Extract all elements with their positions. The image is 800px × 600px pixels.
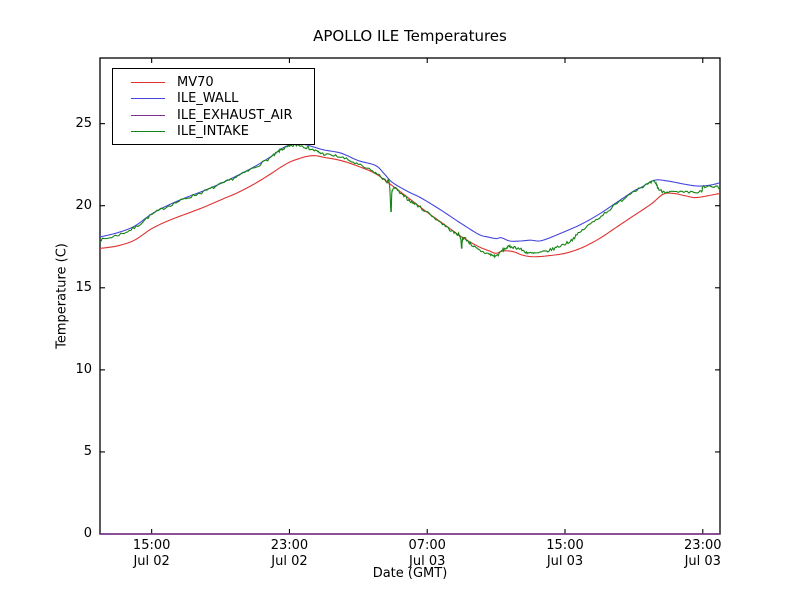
series-line-MV70 xyxy=(99,155,721,258)
x-tick-date: Jul 02 xyxy=(133,554,170,569)
x-tick-time: 23:00 xyxy=(684,538,722,553)
x-tick-label: 07:00 Jul 03 xyxy=(392,538,462,570)
legend-line-sample xyxy=(131,131,165,133)
y-tick-label: 25 xyxy=(75,115,92,131)
y-tick-label: 20 xyxy=(75,197,92,213)
y-axis-label: Temperature (C) xyxy=(54,243,70,349)
series-line-ILE_WALL xyxy=(99,142,721,242)
x-tick-time: 15:00 xyxy=(132,538,171,553)
legend-label: ILE_WALL xyxy=(177,91,239,107)
legend-item-ILE_EXHAUST_AIR: ILE_EXHAUST_AIR xyxy=(113,107,314,124)
legend-item-ILE_INTAKE: ILE_INTAKE xyxy=(113,124,314,141)
legend-item-ILE_WALL: ILE_WALL xyxy=(113,91,314,108)
chart-title: APOLLO ILE Temperatures xyxy=(313,27,507,45)
x-tick-label: 23:00 Jul 02 xyxy=(254,538,324,570)
x-tick-date: Jul 03 xyxy=(409,554,446,569)
legend-line-sample xyxy=(131,114,165,116)
legend-label: ILE_EXHAUST_AIR xyxy=(177,107,293,123)
legend-item-MV70: MV70 xyxy=(113,74,314,91)
x-axis-label: Date (GMT) xyxy=(372,566,448,581)
x-tick-date: Jul 02 xyxy=(271,554,308,569)
x-tick-date: Jul 03 xyxy=(684,554,721,569)
y-tick-label: 5 xyxy=(83,443,92,459)
legend-label: MV70 xyxy=(177,74,214,90)
x-tick-time: 23:00 xyxy=(270,538,309,553)
legend-line-sample xyxy=(131,98,165,100)
legend-label: ILE_INTAKE xyxy=(177,124,249,140)
x-tick-time: 15:00 xyxy=(546,538,584,553)
y-tick-label: 15 xyxy=(75,279,92,295)
x-tick-time: 07:00 xyxy=(408,538,446,553)
series-line-ILE_INTAKE xyxy=(99,143,721,259)
y-tick-label: 0 xyxy=(83,526,92,541)
x-tick-label: 15:00 Jul 03 xyxy=(530,538,600,570)
x-tick-date: Jul 03 xyxy=(546,554,584,569)
legend: MV70 ILE_WALL ILE_EXHAUST_AIR ILE_INTAKE xyxy=(112,68,315,145)
x-tick-label: 15:00 Jul 02 xyxy=(117,538,187,570)
x-tick-label: 23:00 Jul 03 xyxy=(668,538,738,570)
legend-line-sample xyxy=(131,81,165,83)
y-tick-label: 10 xyxy=(75,361,92,377)
